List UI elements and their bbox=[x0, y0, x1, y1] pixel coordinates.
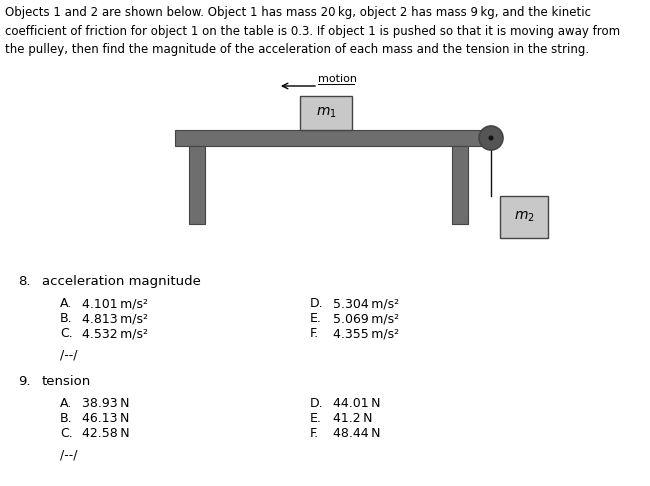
Text: E.: E. bbox=[310, 412, 322, 425]
Text: F.: F. bbox=[310, 427, 319, 440]
Text: 9.: 9. bbox=[18, 375, 31, 388]
Text: Objects 1 and 2 are shown below. Object 1 has mass 20 kg, object 2 has mass 9 kg: Objects 1 and 2 are shown below. Object … bbox=[5, 6, 620, 56]
Text: $m_1$: $m_1$ bbox=[316, 106, 337, 120]
Text: D.: D. bbox=[310, 297, 324, 310]
Circle shape bbox=[479, 126, 503, 150]
Text: 4.532 m/s²: 4.532 m/s² bbox=[82, 327, 148, 340]
Text: motion: motion bbox=[318, 74, 357, 84]
Bar bbox=[300, 96, 352, 130]
Text: $m_2$: $m_2$ bbox=[514, 210, 534, 224]
Bar bbox=[189, 146, 205, 224]
Text: 4.813 m/s²: 4.813 m/s² bbox=[82, 312, 148, 325]
Text: /--/: /--/ bbox=[60, 348, 77, 361]
Text: 41.2 N: 41.2 N bbox=[333, 412, 372, 425]
Text: 4.355 m/s²: 4.355 m/s² bbox=[333, 327, 399, 340]
Text: 8.: 8. bbox=[18, 275, 31, 288]
Text: 42.58 N: 42.58 N bbox=[82, 427, 129, 440]
Text: B.: B. bbox=[60, 312, 73, 325]
Bar bbox=[175, 130, 488, 146]
Bar bbox=[452, 146, 468, 224]
Text: 48.44 N: 48.44 N bbox=[333, 427, 380, 440]
Text: 44.01 N: 44.01 N bbox=[333, 397, 380, 410]
Circle shape bbox=[489, 136, 493, 140]
Text: A.: A. bbox=[60, 397, 72, 410]
Text: 46.13 N: 46.13 N bbox=[82, 412, 129, 425]
Text: 5.069 m/s²: 5.069 m/s² bbox=[333, 312, 399, 325]
Bar bbox=[500, 196, 548, 238]
Text: E.: E. bbox=[310, 312, 322, 325]
Text: C.: C. bbox=[60, 427, 73, 440]
Text: 5.304 m/s²: 5.304 m/s² bbox=[333, 297, 399, 310]
Text: D.: D. bbox=[310, 397, 324, 410]
Text: 4.101 m/s²: 4.101 m/s² bbox=[82, 297, 148, 310]
Text: tension: tension bbox=[42, 375, 91, 388]
Text: B.: B. bbox=[60, 412, 73, 425]
Text: F.: F. bbox=[310, 327, 319, 340]
Text: A.: A. bbox=[60, 297, 72, 310]
Text: C.: C. bbox=[60, 327, 73, 340]
Text: /--/: /--/ bbox=[60, 448, 77, 461]
Text: acceleration magnitude: acceleration magnitude bbox=[42, 275, 201, 288]
Text: 38.93 N: 38.93 N bbox=[82, 397, 129, 410]
